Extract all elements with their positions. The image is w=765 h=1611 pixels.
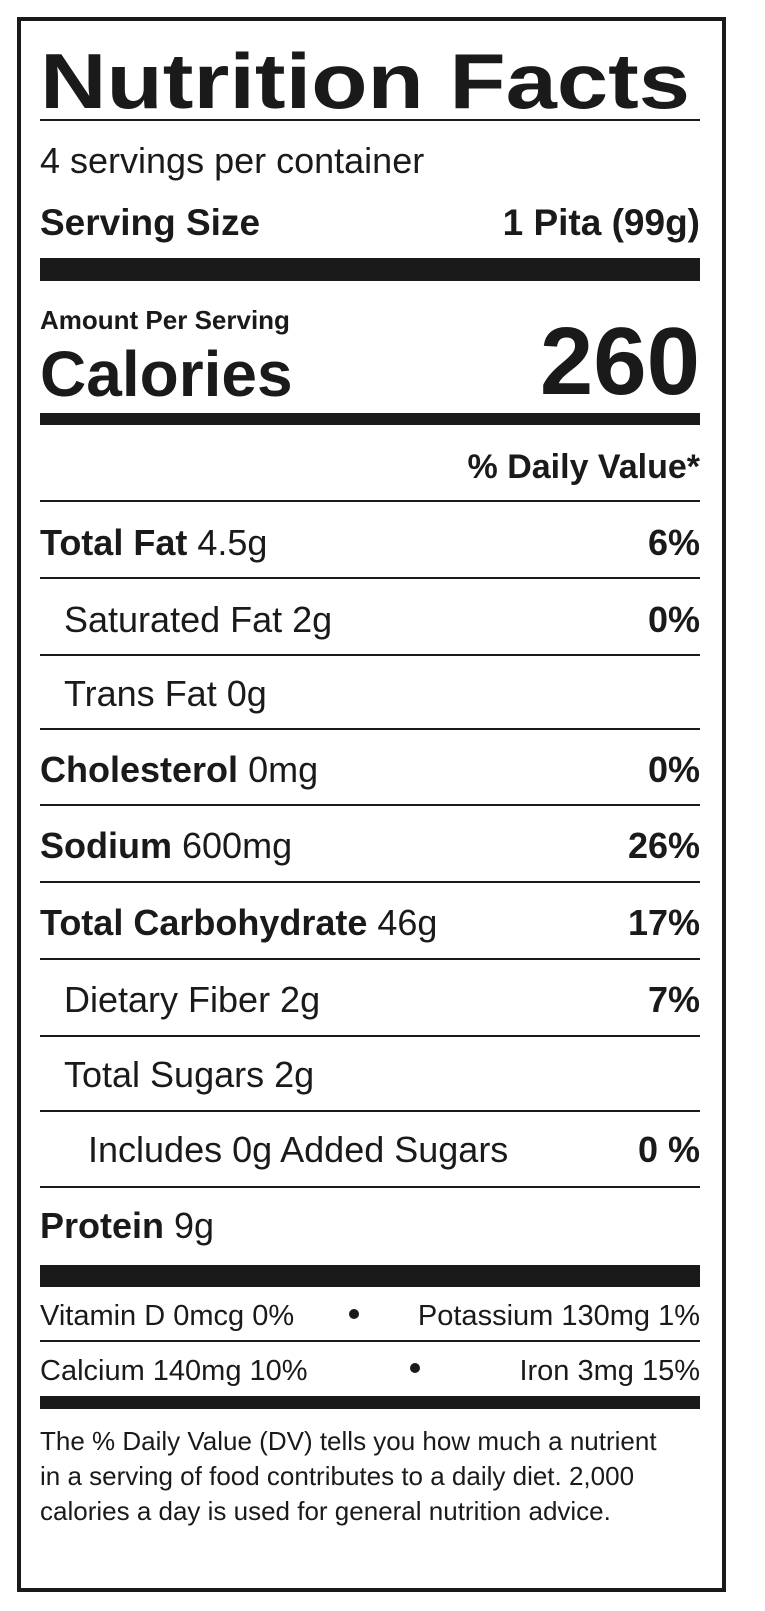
nutrient-row: Sodium 600mg bbox=[40, 825, 292, 866]
bullet bbox=[349, 1309, 359, 1319]
vitamin: Potassium 130mg 1% bbox=[418, 1300, 700, 1332]
nutrient-dv: 17% bbox=[628, 902, 700, 943]
bullet bbox=[410, 1363, 420, 1373]
nutrient-amount: 600mg bbox=[182, 825, 292, 866]
nutrient-name: Cholesterol bbox=[40, 749, 238, 790]
thick-bar bbox=[40, 1265, 700, 1287]
nutrient-amount: 4.5g bbox=[197, 522, 267, 563]
nutrient-dv: 7% bbox=[648, 979, 700, 1020]
nutrient-dv: 0% bbox=[648, 749, 700, 790]
nutrient-amount: 46g bbox=[377, 902, 437, 943]
nutrient-name: Total Carbohydrate bbox=[40, 902, 367, 943]
nutrient-amount: 0mg bbox=[248, 749, 318, 790]
amount-per-serving: Amount Per Serving bbox=[40, 305, 290, 335]
nutrient-dv: 6% bbox=[648, 522, 700, 563]
nutrient-row: Cholesterol 0mg bbox=[40, 749, 318, 790]
calories-label: Calories bbox=[40, 338, 293, 410]
nutrient-dv: 0 % bbox=[638, 1129, 700, 1170]
rule bbox=[40, 500, 700, 502]
footnote-line: in a serving of food contributes to a da… bbox=[40, 1461, 634, 1491]
calories-value: 260 bbox=[540, 308, 700, 415]
title: Nutrition Facts bbox=[40, 37, 690, 125]
servings: 4 servings per container bbox=[40, 140, 424, 181]
vitamin: Iron 3mg 15% bbox=[519, 1355, 700, 1387]
serving-size-label: Serving Size bbox=[40, 202, 260, 243]
vitamin: Calcium 140mg 10% bbox=[40, 1355, 308, 1387]
nutrient-name: Total Sugars 2g bbox=[64, 1054, 314, 1095]
rule bbox=[40, 1186, 700, 1188]
rule bbox=[40, 1110, 700, 1112]
rule bbox=[40, 119, 700, 121]
nutrient-name: Dietary Fiber 2g bbox=[64, 979, 320, 1020]
rule bbox=[40, 1340, 700, 1342]
footnote-line: calories a day is used for general nutri… bbox=[40, 1496, 611, 1526]
rule bbox=[40, 1035, 700, 1037]
footnote-line: The % Daily Value (DV) tells you how muc… bbox=[40, 1426, 657, 1456]
rule bbox=[40, 728, 700, 730]
medium-bar bbox=[40, 413, 700, 425]
vitamin: Vitamin D 0mcg 0% bbox=[40, 1300, 294, 1332]
nutrient-name: Trans Fat 0g bbox=[64, 673, 267, 714]
nutrient-name: Sodium bbox=[40, 825, 172, 866]
nutrient-name: Saturated Fat 2g bbox=[64, 599, 332, 640]
dv-header: % Daily Value* bbox=[468, 448, 701, 486]
nutrient-name: Includes 0g Added Sugars bbox=[88, 1129, 508, 1170]
nutrient-row: Protein 9g bbox=[40, 1205, 214, 1246]
rule bbox=[40, 654, 700, 656]
thick-bar bbox=[40, 258, 700, 281]
nutrient-name: Protein bbox=[40, 1205, 164, 1246]
rule bbox=[40, 881, 700, 883]
nutrient-name: Total Fat bbox=[40, 522, 187, 563]
nutrient-row: Total Carbohydrate 46g bbox=[40, 902, 437, 943]
nutrient-amount: 9g bbox=[174, 1205, 214, 1246]
nutrient-dv: 26% bbox=[628, 825, 700, 866]
nutrient-dv: 0% bbox=[648, 599, 700, 640]
nutrient-row: Total Fat 4.5g bbox=[40, 522, 267, 563]
rule bbox=[40, 577, 700, 579]
rule bbox=[40, 804, 700, 806]
serving-size-value: 1 Pita (99g) bbox=[503, 202, 700, 243]
rule bbox=[40, 958, 700, 960]
medium-bar bbox=[40, 1396, 700, 1409]
